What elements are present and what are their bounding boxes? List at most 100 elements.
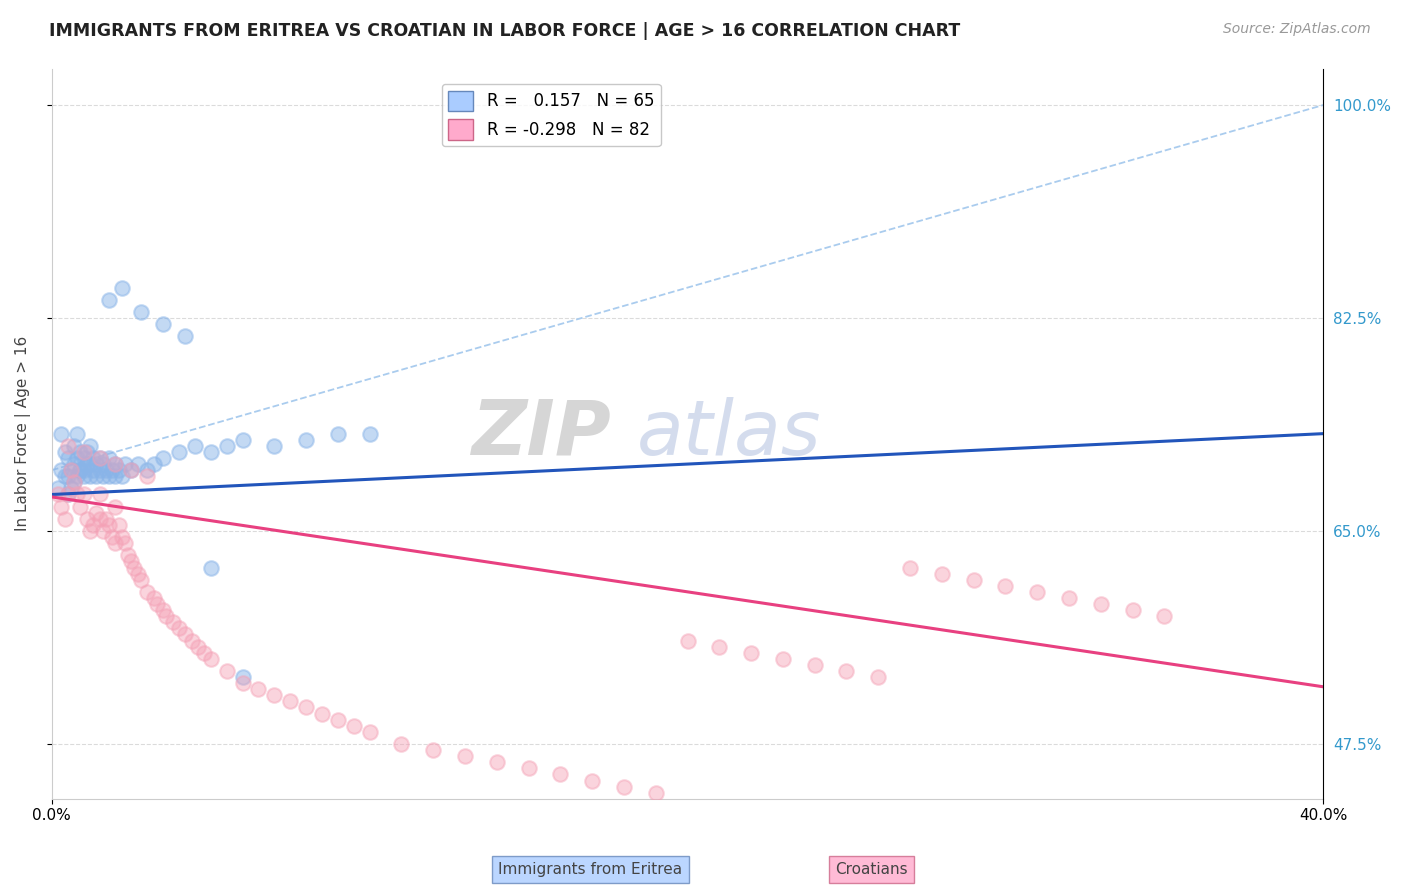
Point: [53, 512, 76, 526]
Point: [63, 475, 86, 490]
Point: [167, 621, 190, 635]
Point: [104, 500, 127, 514]
Point: [359, 426, 381, 441]
Point: [63, 457, 86, 471]
Point: [200, 652, 222, 666]
Point: [51, 463, 73, 477]
Point: [89, 463, 111, 477]
Point: [994, 579, 1017, 593]
Point: [247, 682, 270, 697]
Point: [111, 469, 134, 483]
Point: [56, 487, 79, 501]
Point: [581, 773, 603, 788]
Point: [69, 500, 91, 514]
Point: [740, 646, 762, 660]
Point: [145, 597, 167, 611]
Point: [72, 450, 94, 465]
Point: [76, 445, 98, 459]
Point: [517, 761, 540, 775]
Point: [53, 445, 76, 459]
Point: [98, 469, 121, 483]
Point: [66, 487, 89, 501]
Point: [66, 426, 89, 441]
Point: [104, 469, 127, 483]
Point: [278, 694, 301, 708]
Point: [51, 500, 73, 514]
Point: [82, 450, 104, 465]
Point: [129, 305, 152, 319]
Point: [709, 640, 731, 654]
Point: [232, 676, 254, 690]
Point: [962, 573, 984, 587]
Point: [104, 536, 127, 550]
Point: [91, 469, 114, 483]
Text: Source: ZipAtlas.com: Source: ZipAtlas.com: [1223, 22, 1371, 37]
Point: [76, 457, 98, 471]
Point: [931, 566, 953, 581]
Point: [120, 463, 142, 477]
Point: [152, 317, 174, 331]
Point: [72, 445, 94, 459]
Point: [295, 700, 318, 714]
Point: [124, 560, 146, 574]
Point: [142, 457, 165, 471]
Point: [343, 719, 366, 733]
Point: [391, 737, 413, 751]
Point: [184, 439, 207, 453]
Point: [835, 664, 858, 678]
Point: [111, 530, 134, 544]
Text: Croatians: Croatians: [835, 863, 908, 877]
Point: [136, 585, 159, 599]
Point: [59, 463, 82, 477]
Text: ZIP: ZIP: [471, 397, 612, 471]
Point: [69, 463, 91, 477]
Point: [79, 524, 101, 538]
Point: [676, 633, 699, 648]
Point: [129, 573, 152, 587]
Point: [326, 426, 349, 441]
Point: [56, 439, 79, 453]
Point: [174, 627, 197, 641]
Point: [72, 487, 94, 501]
Point: [79, 439, 101, 453]
Point: [613, 780, 636, 794]
Point: [155, 609, 177, 624]
Point: [101, 463, 124, 477]
Point: [89, 512, 111, 526]
Point: [91, 457, 114, 471]
Point: [98, 517, 121, 532]
Point: [89, 450, 111, 465]
Point: [454, 749, 477, 764]
Point: [46, 482, 69, 496]
Point: [187, 640, 209, 654]
Point: [422, 743, 444, 757]
Point: [86, 469, 108, 483]
Text: atlas: atlas: [637, 397, 821, 471]
Point: [152, 450, 174, 465]
Point: [215, 439, 238, 453]
Point: [104, 457, 127, 471]
Point: [111, 280, 134, 294]
Point: [485, 756, 508, 770]
Point: [200, 560, 222, 574]
Point: [127, 566, 149, 581]
Point: [803, 657, 825, 672]
Text: Immigrants from Eritrea: Immigrants from Eritrea: [499, 863, 682, 877]
Point: [772, 652, 794, 666]
Point: [193, 646, 215, 660]
Point: [1153, 609, 1175, 624]
Point: [98, 450, 121, 465]
Point: [107, 517, 129, 532]
Point: [63, 439, 86, 453]
Point: [46, 487, 69, 501]
Point: [114, 457, 136, 471]
Point: [63, 475, 86, 490]
Legend: R =   0.157   N = 65, R = -0.298   N = 82: R = 0.157 N = 65, R = -0.298 N = 82: [441, 84, 661, 146]
Point: [232, 433, 254, 447]
Point: [311, 706, 333, 721]
Point: [66, 450, 89, 465]
Point: [136, 463, 159, 477]
Point: [56, 450, 79, 465]
Point: [114, 536, 136, 550]
Point: [107, 463, 129, 477]
